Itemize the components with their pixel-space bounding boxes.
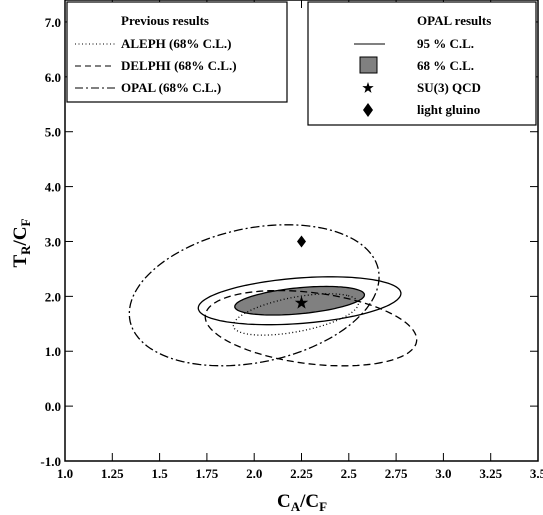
legend-gluino-diamond-icon (363, 103, 373, 117)
ellipse-aleph-68-c-l (232, 293, 359, 336)
y-axis-title-main: T (10, 255, 31, 268)
y-tick-label: 6.0 (45, 70, 61, 85)
y-axis-title-sub2: F (18, 218, 33, 226)
legend-su3-label: SU(3) QCD (417, 80, 481, 95)
x-tick-label: 2.5 (341, 466, 358, 481)
confidence-ellipses (128, 224, 418, 367)
x-axis-title-sep: /C (299, 491, 319, 512)
y-tick-label: 1.0 (45, 344, 61, 359)
legend-opal-title: OPAL results (417, 13, 491, 28)
legend-previous-box (66, 1, 288, 103)
x-axis-title-sub2: F (319, 499, 327, 514)
ellipse-opal-68-c-l-previous (128, 224, 380, 367)
y-axis-title: TR/CF (10, 218, 33, 267)
light-gluino-diamond-marker (297, 235, 306, 248)
legend-previous-results: Previous results ALEPH (68% C.L.) DELPHI… (66, 1, 288, 103)
y-tick-label: 5.0 (45, 125, 61, 140)
x-tick-label: 2.75 (385, 466, 408, 481)
ellipse-opal-95-c-l (197, 276, 402, 326)
y-tick-labels: -1.0 0.0 1.0 2.0 3.0 4.0 5.0 6.0 7.0 (40, 15, 61, 469)
ellipse-opal-68-c-l (234, 285, 366, 316)
su3-qcd-star-marker (294, 295, 309, 309)
y-tick-label: 3.0 (45, 234, 61, 249)
x-axis-title-sub1: A (291, 499, 301, 514)
y-tick-label: 7.0 (45, 15, 61, 30)
x-tick-label: 1.25 (101, 466, 124, 481)
y-tick-label: -1.0 (40, 454, 61, 469)
legend-previous-title: Previous results (121, 13, 209, 28)
x-tick-label: 1.0 (57, 466, 73, 481)
legend-68cl-label: 68 % C.L. (417, 58, 474, 73)
data-points (294, 235, 309, 309)
legend-opal-results: OPAL results 95 % C.L. 68 % C.L. SU(3) Q… (307, 1, 537, 126)
x-tick-label: 3.5 (530, 466, 543, 481)
y-tick-label: 0.0 (45, 399, 61, 414)
x-tick-label: 2.0 (246, 466, 262, 481)
legend-95cl-label: 95 % C.L. (417, 36, 474, 51)
x-tick-label: 1.75 (196, 466, 219, 481)
legend-opal-prev-label: OPAL (68% C.L.) (121, 80, 221, 95)
y-tick-label: 4.0 (45, 180, 61, 195)
x-axis-title: CA/CF (277, 491, 327, 514)
legend-aleph-label: ALEPH (68% C.L.) (121, 36, 232, 51)
legend-68cl-swatch (359, 56, 378, 74)
x-tick-label: 3.25 (479, 466, 502, 481)
x-tick-label: 2.25 (290, 466, 313, 481)
x-tick-label: 3.0 (435, 466, 451, 481)
x-axis-title-main: C (277, 491, 291, 512)
y-tick-label: 2.0 (45, 289, 61, 304)
x-tick-labels: 1.0 1.25 1.5 1.75 2.0 2.25 2.5 2.75 3.0 3.25 3.5 (57, 466, 543, 481)
ellipse-delphi-68-c-l (204, 289, 418, 367)
legend-delphi-label: DELPHI (68% C.L.) (121, 58, 237, 73)
legend-su3-star-icon (362, 82, 374, 93)
y-axis-title-sep: /C (10, 226, 31, 246)
legend-gluino-label: light gluino (417, 102, 480, 117)
x-tick-label: 1.5 (151, 466, 168, 481)
legend-opal-box (307, 1, 537, 126)
y-axis-title-sub1: R (18, 245, 33, 255)
